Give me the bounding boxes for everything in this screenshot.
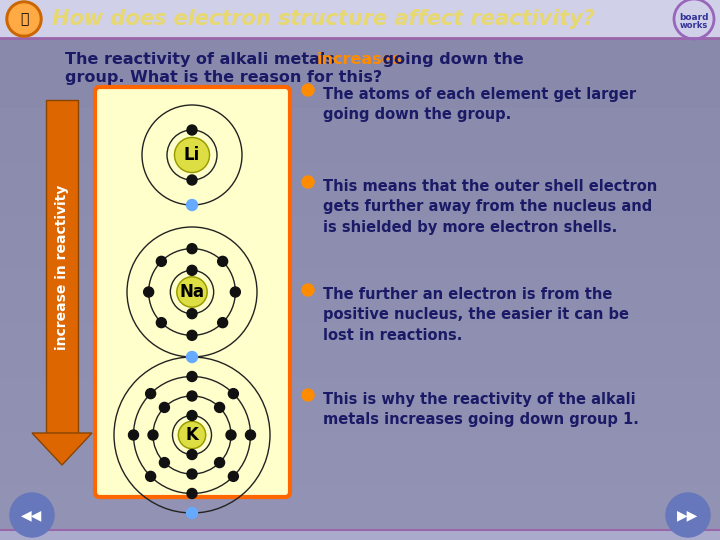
Circle shape — [145, 471, 156, 481]
Text: going down the: going down the — [377, 52, 523, 67]
Text: The atoms of each element get larger
going down the group.: The atoms of each element get larger goi… — [323, 87, 636, 123]
Circle shape — [302, 284, 314, 296]
Bar — [0, 216, 720, 270]
Bar — [0, 54, 720, 108]
Circle shape — [228, 389, 238, 399]
Bar — [0, 378, 720, 432]
Circle shape — [187, 309, 197, 319]
Circle shape — [215, 457, 225, 468]
Circle shape — [187, 372, 197, 381]
Polygon shape — [32, 433, 92, 465]
Circle shape — [226, 430, 236, 440]
Circle shape — [187, 265, 197, 275]
Text: group. What is the reason for this?: group. What is the reason for this? — [65, 70, 382, 85]
Circle shape — [215, 402, 225, 413]
Circle shape — [186, 508, 197, 518]
Text: This means that the outer shell electron
gets further away from the nucleus and
: This means that the outer shell electron… — [323, 179, 657, 235]
Circle shape — [10, 493, 54, 537]
Circle shape — [302, 84, 314, 96]
Circle shape — [187, 391, 197, 401]
FancyBboxPatch shape — [0, 530, 720, 540]
Circle shape — [145, 389, 156, 399]
FancyBboxPatch shape — [95, 87, 290, 497]
Text: The further an electron is from the
positive nucleus, the easier it can be
lost : The further an electron is from the posi… — [323, 287, 629, 343]
Circle shape — [217, 256, 228, 266]
Bar — [0, 432, 720, 486]
Circle shape — [144, 287, 153, 297]
Circle shape — [302, 176, 314, 188]
Text: ◀◀: ◀◀ — [22, 508, 42, 522]
Circle shape — [187, 244, 197, 254]
Circle shape — [666, 493, 710, 537]
Text: Li: Li — [184, 146, 200, 164]
Circle shape — [187, 489, 197, 498]
FancyBboxPatch shape — [46, 100, 78, 435]
Circle shape — [187, 449, 197, 460]
Circle shape — [177, 277, 207, 307]
Circle shape — [128, 430, 138, 440]
Text: works: works — [680, 22, 708, 30]
Circle shape — [186, 352, 197, 362]
Circle shape — [156, 318, 166, 328]
Bar — [0, 108, 720, 162]
Circle shape — [159, 457, 169, 468]
Circle shape — [228, 471, 238, 481]
Circle shape — [174, 138, 210, 172]
Circle shape — [186, 199, 197, 211]
Circle shape — [187, 330, 197, 340]
Text: increases: increases — [317, 52, 403, 67]
Circle shape — [148, 430, 158, 440]
Text: K: K — [186, 426, 199, 444]
Bar — [0, 270, 720, 324]
Circle shape — [6, 1, 42, 37]
Circle shape — [187, 175, 197, 185]
Circle shape — [179, 421, 206, 449]
Circle shape — [9, 4, 39, 34]
Text: This is why the reactivity of the alkali
metals increases going down group 1.: This is why the reactivity of the alkali… — [323, 392, 639, 427]
Bar — [0, 0, 720, 54]
Text: The reactivity of alkali metals: The reactivity of alkali metals — [65, 52, 341, 67]
Text: increase in reactivity: increase in reactivity — [55, 185, 69, 350]
Text: board: board — [679, 12, 708, 22]
Circle shape — [187, 125, 197, 135]
Circle shape — [187, 410, 197, 421]
Bar — [0, 162, 720, 216]
Circle shape — [187, 469, 197, 479]
Text: Na: Na — [179, 283, 204, 301]
Circle shape — [302, 389, 314, 401]
Circle shape — [159, 402, 169, 413]
Circle shape — [246, 430, 256, 440]
FancyBboxPatch shape — [0, 0, 720, 38]
Circle shape — [217, 318, 228, 328]
Text: How does electron structure affect reactivity?: How does electron structure affect react… — [52, 9, 595, 29]
Bar — [0, 324, 720, 378]
Circle shape — [230, 287, 240, 297]
Circle shape — [156, 256, 166, 266]
Text: ▶▶: ▶▶ — [678, 508, 698, 522]
Text: 🌀: 🌀 — [20, 12, 28, 26]
Bar — [0, 486, 720, 540]
